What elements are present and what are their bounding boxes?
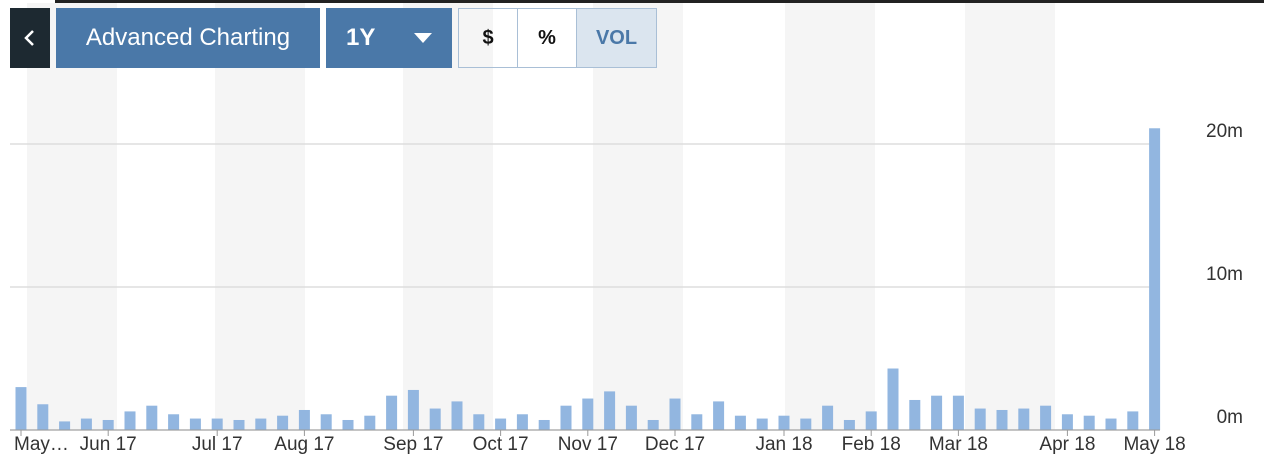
band bbox=[965, 3, 1055, 430]
bar bbox=[168, 414, 180, 430]
bar bbox=[931, 395, 943, 430]
bar bbox=[843, 419, 855, 430]
bar bbox=[800, 418, 812, 430]
x-tick-label: Feb 18 bbox=[842, 434, 901, 455]
title-button[interactable]: Advanced Charting bbox=[56, 8, 320, 68]
band bbox=[593, 3, 683, 430]
bar bbox=[298, 409, 310, 430]
bar bbox=[822, 405, 834, 430]
x-tick-label: Jun 17 bbox=[80, 434, 137, 455]
x-tick-label: Dec 17 bbox=[645, 434, 705, 455]
bar bbox=[713, 401, 725, 430]
mode-group: $% VOL bbox=[458, 8, 657, 68]
mode-button[interactable]: VOL bbox=[576, 9, 656, 67]
bar bbox=[625, 405, 637, 430]
band bbox=[215, 3, 305, 430]
band bbox=[27, 3, 117, 430]
bar bbox=[1127, 411, 1139, 430]
dropdown-arrow bbox=[414, 33, 432, 43]
bar bbox=[320, 414, 332, 430]
range-dropdown[interactable]: 1Y bbox=[326, 8, 452, 68]
bar bbox=[538, 419, 550, 430]
bar bbox=[386, 395, 398, 430]
bar bbox=[429, 408, 441, 430]
bar bbox=[1149, 128, 1161, 430]
bar bbox=[647, 419, 659, 430]
band bbox=[403, 3, 493, 430]
bar bbox=[560, 405, 572, 430]
bar bbox=[996, 409, 1008, 430]
bar bbox=[80, 418, 92, 430]
bar bbox=[342, 419, 354, 430]
bar bbox=[582, 398, 594, 430]
bar bbox=[451, 401, 463, 430]
x-tick-label: Jul 17 bbox=[192, 434, 243, 455]
range: 1Y bbox=[346, 24, 376, 51]
y-tick-label: 10m bbox=[1206, 264, 1243, 285]
mode-button[interactable]: $ bbox=[482, 26, 494, 49]
bar bbox=[189, 418, 201, 430]
bar bbox=[669, 398, 681, 430]
bar bbox=[1083, 415, 1095, 430]
bar bbox=[516, 414, 528, 430]
x-tick-label: May 18 bbox=[1123, 434, 1185, 455]
bar bbox=[952, 395, 964, 430]
x-tick-label: Nov 17 bbox=[558, 434, 618, 455]
x-tick-label: Mar 18 bbox=[929, 434, 988, 455]
bar bbox=[778, 415, 790, 430]
x-tick-label: Aug 17 bbox=[274, 434, 334, 455]
x-tick-label: May… bbox=[14, 434, 69, 455]
y-tick-label: 20m bbox=[1206, 121, 1243, 142]
bar bbox=[37, 404, 49, 430]
x-tick-label: Sep 17 bbox=[383, 434, 443, 455]
bar bbox=[364, 415, 376, 430]
bar bbox=[146, 405, 158, 430]
x-tick-label: Jan 18 bbox=[755, 434, 812, 455]
month-bands bbox=[27, 3, 1055, 430]
bar bbox=[495, 418, 507, 430]
back-icon bbox=[24, 30, 34, 46]
back-button[interactable] bbox=[10, 8, 50, 68]
bar bbox=[15, 387, 27, 430]
bar bbox=[1061, 414, 1073, 430]
bar bbox=[255, 418, 267, 430]
bar bbox=[604, 391, 616, 430]
bar bbox=[734, 415, 746, 430]
band bbox=[785, 3, 875, 430]
bar bbox=[473, 414, 485, 430]
bar bbox=[277, 415, 289, 430]
bar bbox=[974, 408, 986, 430]
bar bbox=[1040, 405, 1052, 430]
x-tick-label: Oct 17 bbox=[473, 434, 529, 455]
bar bbox=[909, 399, 921, 430]
title: Advanced Charting bbox=[85, 24, 291, 51]
bar bbox=[124, 411, 136, 430]
bar bbox=[1105, 418, 1117, 430]
bar bbox=[233, 419, 245, 430]
bar bbox=[691, 414, 703, 430]
bar bbox=[865, 411, 877, 430]
bar bbox=[1018, 408, 1030, 430]
bar bbox=[887, 368, 899, 430]
bar bbox=[756, 418, 768, 430]
mode-button[interactable]: % bbox=[517, 9, 576, 67]
x-tick-label: Apr 18 bbox=[1039, 434, 1095, 455]
y-tick-label: 0m bbox=[1217, 407, 1243, 428]
bar bbox=[407, 389, 419, 430]
bar bbox=[59, 421, 71, 430]
top-border bbox=[55, 0, 1264, 3]
bar bbox=[211, 418, 223, 430]
bar bbox=[102, 419, 114, 430]
